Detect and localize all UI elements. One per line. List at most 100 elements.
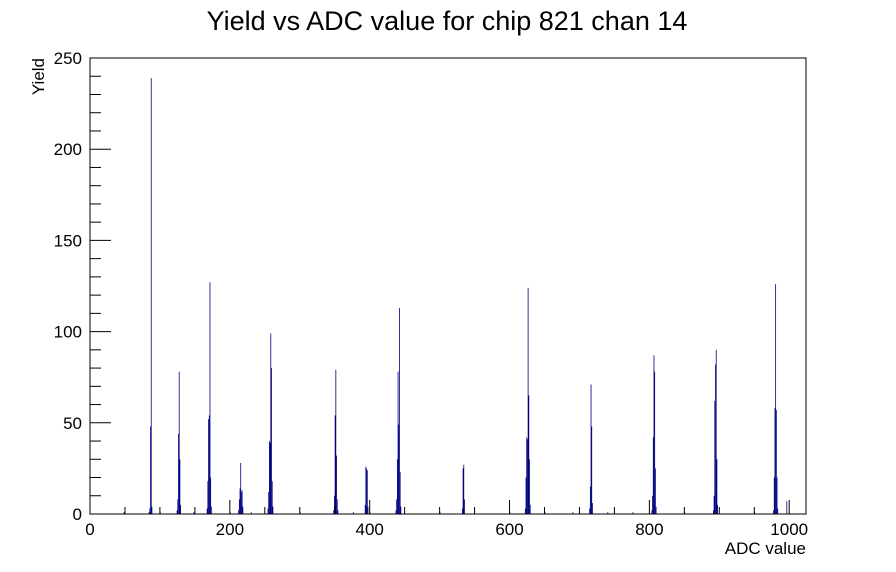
histogram-bin [461, 508, 463, 514]
histogram-bars [123, 78, 788, 514]
histogram-bin [589, 508, 591, 514]
histogram-bin [238, 499, 240, 514]
histogram-bin [654, 468, 656, 514]
histogram-bin [336, 455, 337, 514]
histogram-bin [334, 415, 336, 514]
x-tick-label: 400 [356, 520, 384, 539]
histogram-bin [652, 437, 654, 514]
histogram-bin [526, 437, 528, 514]
histogram-bin [527, 287, 529, 514]
histogram-bin [337, 510, 339, 514]
histogram-bin [239, 488, 241, 514]
histogram-bin [607, 512, 609, 514]
histogram-bin [716, 459, 718, 514]
y-tick-label: 50 [63, 414, 82, 433]
histogram-bin [210, 477, 212, 514]
histogram-bin [396, 459, 398, 514]
y-axis-label: Yield [29, 58, 48, 95]
histogram-bin [715, 349, 717, 514]
histogram-bin [267, 508, 269, 514]
plot-frame [89, 57, 807, 515]
histogram-bin [210, 506, 212, 514]
y-tick-label: 100 [54, 323, 82, 342]
histogram-bin [715, 364, 716, 514]
histogram-bin [178, 371, 180, 514]
histogram-bin [238, 510, 240, 514]
histogram-bin [148, 512, 150, 514]
histogram-bin [333, 510, 335, 514]
histogram-bin [272, 506, 274, 514]
histogram-bin [123, 512, 125, 514]
histogram-bin [589, 486, 591, 514]
histogram-bin [713, 510, 714, 514]
histogram-bin [398, 424, 400, 514]
histogram-bin [591, 426, 593, 514]
x-tick-label: 600 [495, 520, 523, 539]
histogram-bin [396, 499, 398, 514]
histogram-bin [399, 307, 400, 514]
histogram-bin [365, 466, 367, 514]
y-tick-label: 250 [54, 49, 82, 68]
histogram-bin [714, 400, 716, 514]
histogram-bin [208, 419, 209, 514]
histogram-bin [776, 477, 778, 514]
y-axis: 0 50 100 150 200 250 [54, 49, 111, 524]
histogram-bin [775, 410, 777, 514]
histogram-bin [269, 442, 271, 514]
histogram-bin [366, 468, 367, 514]
histogram-bin [240, 462, 242, 514]
histogram-bin [463, 464, 465, 514]
histogram-bin [464, 499, 465, 514]
histogram-bin [209, 282, 211, 514]
x-axis-label: ADC value [725, 539, 806, 558]
histogram-bin [590, 384, 592, 514]
histogram-bin [651, 510, 653, 514]
x-axis: 0 200 400 600 800 1000 [85, 500, 808, 539]
histogram-bin [364, 504, 366, 514]
histogram-bin [572, 512, 574, 514]
histogram-bin [177, 499, 179, 514]
histogram-bin [528, 395, 530, 514]
histogram-bin [176, 510, 178, 514]
histogram-bin [773, 510, 774, 514]
x-tick-label: 0 [85, 520, 94, 539]
histogram-bin [151, 506, 153, 514]
histogram-bin [655, 506, 657, 514]
histogram-bin [208, 415, 210, 514]
histogram-bin [529, 504, 531, 514]
histogram-bin [178, 433, 179, 514]
histogram-bin [527, 439, 528, 514]
x-tick-label: 1000 [770, 520, 808, 539]
histogram-bin [241, 492, 242, 514]
histogram-bin [652, 495, 653, 514]
histogram-bin [367, 506, 369, 514]
x-tick-label: 200 [216, 520, 244, 539]
histogram-bin [241, 490, 243, 514]
histogram-bin [335, 369, 337, 514]
histogram-bin [777, 508, 779, 514]
y-tick-label: 150 [54, 231, 82, 250]
histogram-bin [400, 506, 402, 514]
histogram-bin [774, 408, 776, 514]
histogram-bin [713, 495, 715, 514]
histogram-bin [399, 472, 401, 514]
histogram-bin [334, 495, 335, 514]
histogram-bin [193, 512, 195, 514]
histogram-bin [525, 477, 527, 514]
histogram-bin [786, 501, 788, 514]
histogram-bin [150, 426, 151, 514]
histogram-bin [366, 470, 368, 514]
histogram-bin [271, 368, 272, 514]
histogram-bin [242, 506, 244, 514]
histogram-bin [524, 508, 526, 514]
y-tick-label: 0 [73, 505, 82, 524]
histogram-bin [207, 481, 209, 514]
histogram-bin [462, 468, 464, 514]
histogram-bin [632, 512, 634, 514]
chart-title: Yield vs ADC value for chip 821 chan 14 [207, 6, 688, 36]
histogram-bin [592, 503, 593, 514]
histogram-bin [150, 78, 152, 514]
histogram-bin [717, 504, 718, 514]
histogram-bin [206, 508, 208, 514]
